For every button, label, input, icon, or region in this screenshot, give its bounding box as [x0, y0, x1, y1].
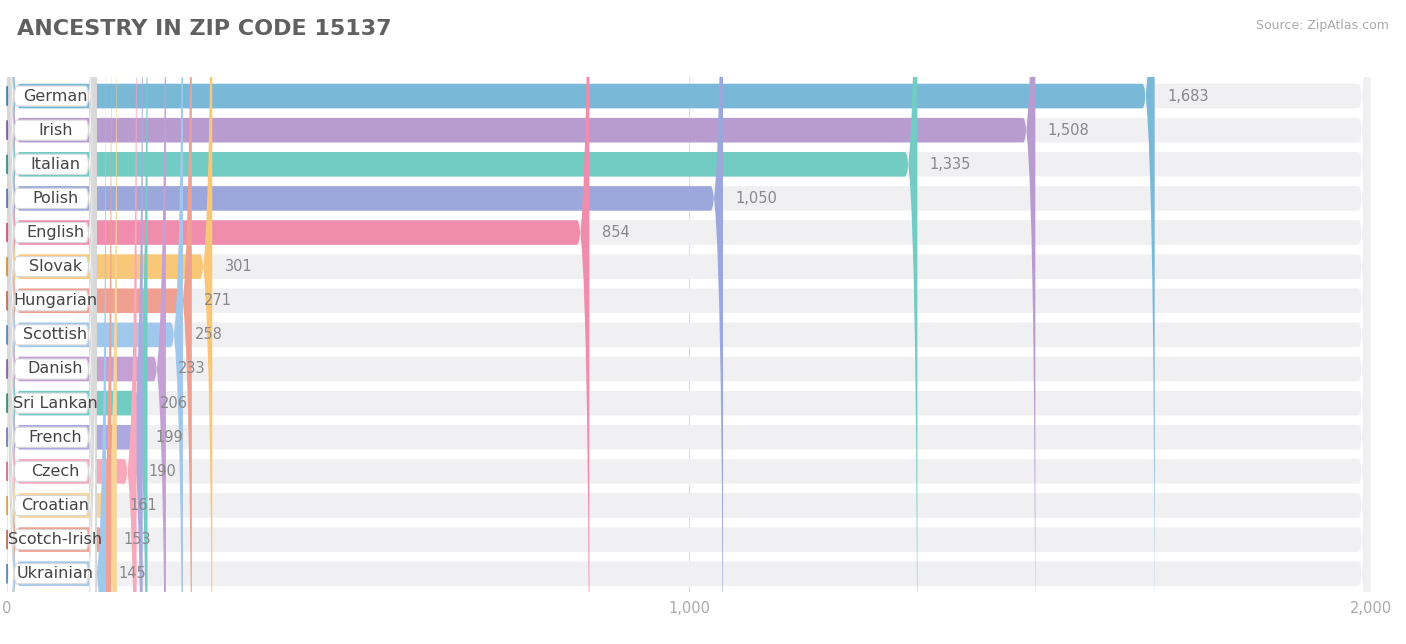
- Text: Danish: Danish: [28, 361, 83, 377]
- FancyBboxPatch shape: [7, 0, 136, 644]
- Text: 1,508: 1,508: [1047, 122, 1090, 138]
- FancyBboxPatch shape: [7, 0, 111, 644]
- Text: 301: 301: [225, 259, 252, 274]
- Text: 854: 854: [602, 225, 630, 240]
- FancyBboxPatch shape: [7, 0, 1371, 644]
- FancyBboxPatch shape: [7, 0, 1371, 644]
- FancyBboxPatch shape: [7, 0, 96, 644]
- Text: 271: 271: [204, 293, 232, 308]
- Text: 1,335: 1,335: [929, 156, 972, 172]
- FancyBboxPatch shape: [7, 0, 96, 564]
- Text: Scottish: Scottish: [24, 327, 87, 343]
- Text: 190: 190: [149, 464, 177, 479]
- FancyBboxPatch shape: [7, 38, 96, 644]
- Text: German: German: [22, 88, 87, 104]
- FancyBboxPatch shape: [7, 0, 1154, 644]
- Text: Scotch-Irish: Scotch-Irish: [8, 532, 103, 547]
- FancyBboxPatch shape: [7, 0, 183, 644]
- FancyBboxPatch shape: [7, 0, 117, 644]
- Text: 206: 206: [160, 395, 188, 411]
- FancyBboxPatch shape: [7, 0, 1371, 644]
- Text: Sri Lankan: Sri Lankan: [13, 395, 98, 411]
- Text: Slovak: Slovak: [30, 259, 82, 274]
- Text: French: French: [28, 430, 83, 445]
- Text: 1,050: 1,050: [735, 191, 778, 206]
- Text: 161: 161: [129, 498, 157, 513]
- FancyBboxPatch shape: [7, 0, 1035, 644]
- Text: 153: 153: [124, 532, 152, 547]
- FancyBboxPatch shape: [7, 0, 143, 644]
- FancyBboxPatch shape: [7, 0, 96, 644]
- FancyBboxPatch shape: [7, 106, 96, 644]
- FancyBboxPatch shape: [7, 0, 1371, 644]
- Text: 1,683: 1,683: [1167, 88, 1209, 104]
- FancyBboxPatch shape: [7, 0, 1371, 644]
- FancyBboxPatch shape: [7, 0, 1371, 644]
- FancyBboxPatch shape: [7, 0, 1371, 644]
- FancyBboxPatch shape: [7, 0, 96, 644]
- FancyBboxPatch shape: [7, 0, 723, 644]
- FancyBboxPatch shape: [7, 0, 1371, 644]
- Text: Italian: Italian: [31, 156, 80, 172]
- Text: Irish: Irish: [38, 122, 73, 138]
- FancyBboxPatch shape: [7, 4, 96, 644]
- FancyBboxPatch shape: [7, 0, 105, 644]
- FancyBboxPatch shape: [7, 0, 1371, 644]
- Text: 145: 145: [118, 566, 146, 582]
- FancyBboxPatch shape: [7, 0, 148, 644]
- FancyBboxPatch shape: [7, 0, 1371, 644]
- FancyBboxPatch shape: [7, 0, 166, 644]
- Text: 199: 199: [155, 430, 183, 445]
- FancyBboxPatch shape: [7, 0, 96, 644]
- FancyBboxPatch shape: [7, 0, 1371, 644]
- FancyBboxPatch shape: [7, 0, 96, 644]
- Text: 258: 258: [195, 327, 224, 343]
- Text: Hungarian: Hungarian: [14, 293, 97, 308]
- FancyBboxPatch shape: [7, 0, 96, 644]
- Text: English: English: [27, 225, 84, 240]
- Text: Czech: Czech: [31, 464, 80, 479]
- Text: Ukrainian: Ukrainian: [17, 566, 94, 582]
- FancyBboxPatch shape: [7, 0, 191, 644]
- FancyBboxPatch shape: [7, 0, 1371, 644]
- FancyBboxPatch shape: [7, 0, 1371, 644]
- FancyBboxPatch shape: [7, 0, 96, 598]
- FancyBboxPatch shape: [7, 0, 212, 644]
- FancyBboxPatch shape: [7, 0, 589, 644]
- FancyBboxPatch shape: [7, 0, 96, 632]
- Text: Polish: Polish: [32, 191, 79, 206]
- Text: Source: ZipAtlas.com: Source: ZipAtlas.com: [1256, 19, 1389, 32]
- Text: ANCESTRY IN ZIP CODE 15137: ANCESTRY IN ZIP CODE 15137: [17, 19, 391, 39]
- FancyBboxPatch shape: [7, 0, 96, 644]
- FancyBboxPatch shape: [7, 72, 96, 644]
- FancyBboxPatch shape: [7, 0, 1371, 644]
- Text: Croatian: Croatian: [21, 498, 90, 513]
- FancyBboxPatch shape: [7, 0, 917, 644]
- FancyBboxPatch shape: [7, 0, 96, 644]
- FancyBboxPatch shape: [7, 0, 1371, 644]
- Text: 233: 233: [179, 361, 205, 377]
